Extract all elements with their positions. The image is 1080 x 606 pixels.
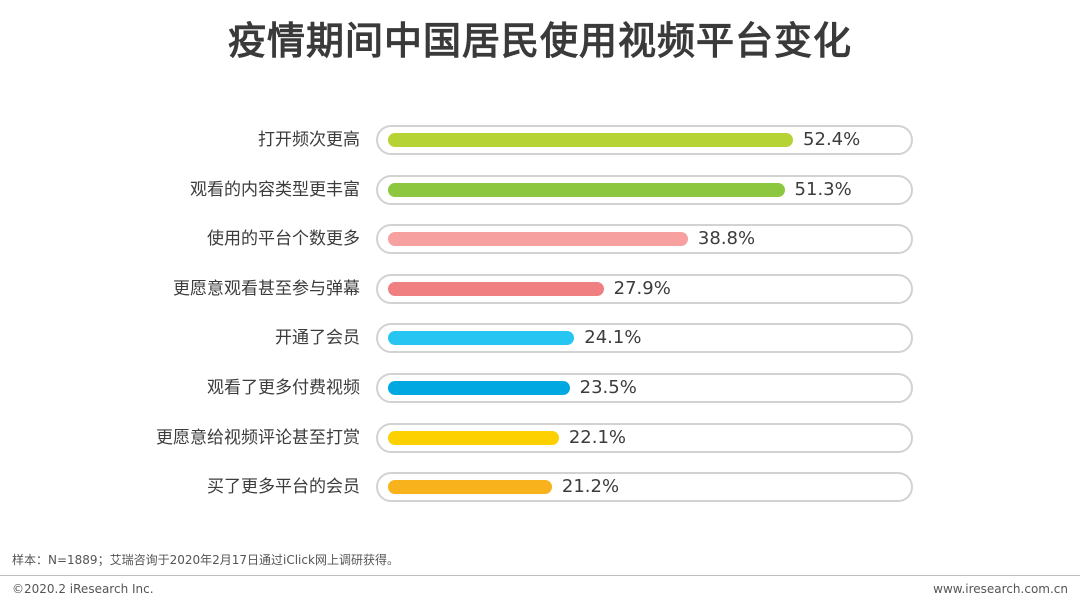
bar [388,232,688,247]
value-label: 22.1% [568,426,627,448]
category-label: 观看的内容类型更丰富 [190,179,360,200]
category-label: 使用的平台个数更多 [207,229,360,250]
category-label: 更愿意给视频评论甚至打赏 [156,427,360,448]
bar [388,480,552,495]
value-label: 24.1% [584,327,642,349]
category-label: 开通了会员 [275,328,360,349]
bar-track [376,422,913,453]
bar-track [376,174,913,205]
bar [388,331,575,346]
bar-track [376,273,913,304]
value-label: 21.2% [561,476,620,498]
value-label: 27.9% [613,277,671,299]
category-label: 更愿意观看甚至参与弹幕 [173,278,360,299]
bar-track [376,472,913,503]
bar [388,430,559,445]
bar-chart: 打开频次更高 52.4% 观看的内容类型更丰富 51.3% 使用的平台个数更多 38.8%… [0,110,1080,530]
bar [388,133,794,147]
bar-track [376,373,913,403]
value-label: 51.3% [794,178,852,200]
value-label: 52.4% [803,129,861,150]
website-link[interactable]: www.iresearch.com.cn [933,582,1068,596]
value-label: 38.8% [697,228,756,250]
footer-divider [0,575,1080,576]
category-label: 观看了更多付费视频 [207,378,360,398]
bar-track [376,125,913,155]
bar [388,182,785,197]
chart-title: 疫情期间中国居民使用视频平台变化 [227,19,852,63]
value-label: 23.5% [579,377,637,398]
bar [388,381,570,395]
category-label: 打开频次更高 [258,130,360,150]
bar-track [376,224,913,255]
bar [388,281,604,296]
bar-track [376,323,913,354]
sample-note: 样本：N=1889；艾瑞咨询于2020年2月17日通过iClick网上调研获得。 [12,553,399,567]
copyright: ©2020.2 iResearch Inc. [12,582,154,596]
category-label: 买了更多平台的会员 [207,477,360,498]
